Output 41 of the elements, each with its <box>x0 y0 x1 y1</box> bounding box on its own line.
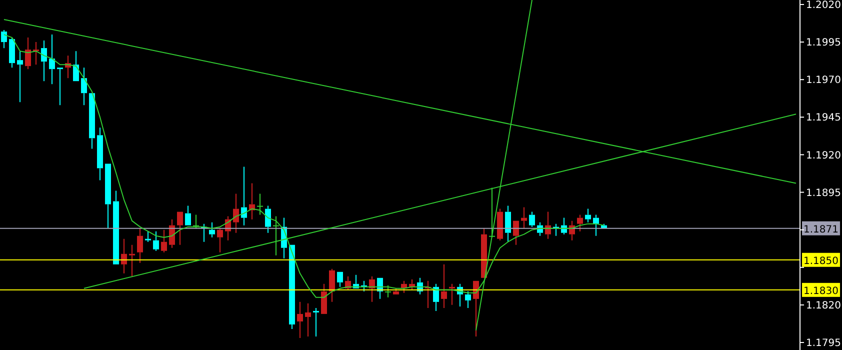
candlestick <box>1 30 7 49</box>
y-tick-label: 1.1970 <box>806 75 841 86</box>
candlestick <box>97 127 103 181</box>
ref-line-label: 1.1850 <box>804 256 838 267</box>
candlestick <box>161 229 167 253</box>
candlestick <box>585 208 591 223</box>
candlestick <box>449 283 455 306</box>
candlestick <box>529 211 535 228</box>
y-tick-label: 1.1820 <box>806 300 841 312</box>
candlestick <box>441 264 447 308</box>
candlestick <box>17 50 23 103</box>
candlestick <box>25 37 31 70</box>
candlestick <box>257 193 263 216</box>
candlestick <box>305 302 311 337</box>
candlestick <box>129 244 135 277</box>
y-tick-label: 1.1895 <box>806 188 841 199</box>
candlestick <box>233 193 239 234</box>
candlestick <box>121 238 127 274</box>
candlestick <box>433 283 439 312</box>
candlestick <box>33 42 39 66</box>
candlestick <box>497 208 503 241</box>
candlestick <box>329 268 335 302</box>
candlestick <box>313 307 319 337</box>
y-tick-label: 1.2020 <box>806 0 841 12</box>
candlestick <box>297 301 303 338</box>
candlestick <box>41 40 47 82</box>
y-tick-label: 1.1995 <box>806 38 841 49</box>
candlestick <box>505 205 511 242</box>
y-tick-label: 1.1945 <box>806 112 841 124</box>
candlestick <box>521 206 527 229</box>
ref-line-label: 1.1871 <box>804 224 838 236</box>
candlestick <box>153 230 159 252</box>
candlestick <box>273 216 279 256</box>
candlestick <box>49 34 55 85</box>
y-tick-label: 1.1920 <box>806 150 841 162</box>
candlestick <box>593 214 599 236</box>
candlestick <box>81 67 87 106</box>
ref-line-label: 1.1830 <box>804 286 838 297</box>
candlestick <box>137 228 143 264</box>
candlestick <box>145 230 151 242</box>
y-tick-label: 1.1795 <box>806 338 841 350</box>
